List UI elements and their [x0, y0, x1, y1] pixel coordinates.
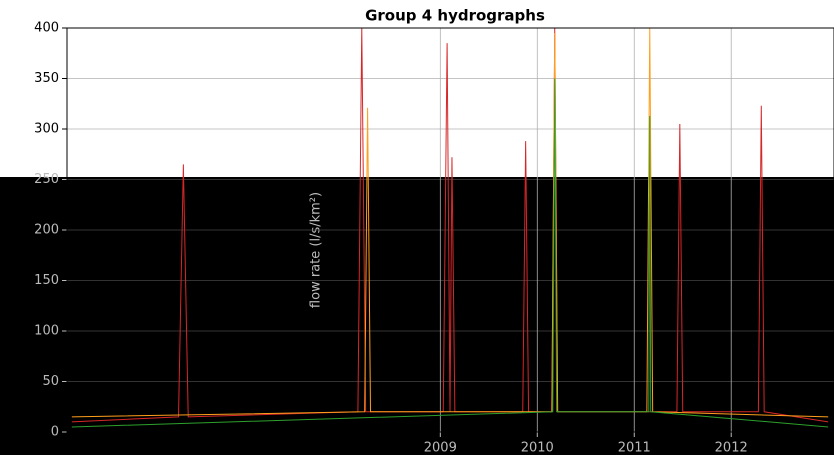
chart-title: Group 4 hydrographs [365, 7, 545, 25]
y-tick-label: 50 [42, 374, 59, 389]
y-tick-label: 150 [34, 273, 59, 288]
chart: Group 4 hydrographs flow rate (l/s/km²) … [0, 0, 834, 455]
y-tick-label: 300 [34, 122, 59, 137]
x-tick-label: 2010 [521, 441, 554, 455]
y-tick-label: 0 [51, 425, 59, 440]
page: Group 4 hydrographs flow rate (l/s/km²) … [0, 0, 834, 455]
y-tick-label: 100 [34, 324, 59, 339]
y-tick-label: 400 [34, 21, 59, 36]
y-tick-label: 250 [34, 172, 59, 187]
x-tick-label: 2009 [424, 441, 457, 455]
y-tick-label: 350 [34, 71, 59, 86]
x-tick-label: 2011 [618, 441, 651, 455]
y-axis-label: flow rate (l/s/km²) [309, 192, 324, 308]
x-tick-label: 2012 [715, 441, 748, 455]
y-tick-label: 200 [34, 223, 59, 238]
